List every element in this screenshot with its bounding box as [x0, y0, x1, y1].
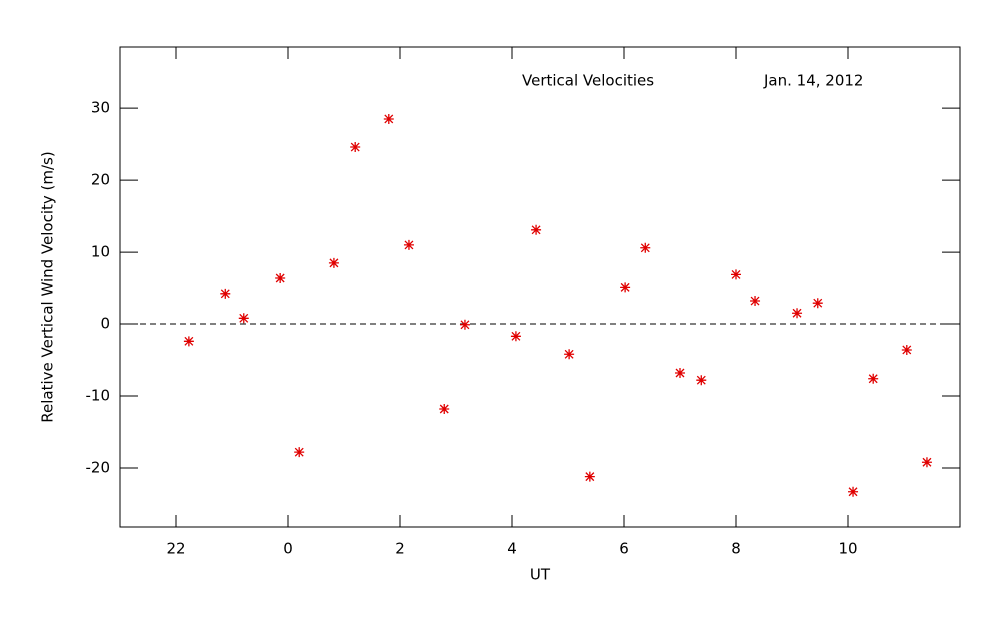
point — [792, 308, 803, 319]
point — [510, 331, 521, 342]
point — [350, 142, 361, 153]
y-tick-label: -20 — [86, 458, 111, 476]
point — [275, 273, 286, 284]
point — [848, 486, 859, 497]
point — [183, 336, 194, 347]
point — [731, 269, 741, 280]
x-tick-label: 10 — [838, 540, 857, 558]
point — [294, 447, 305, 458]
x-tick-label: 4 — [507, 540, 517, 558]
point — [459, 319, 470, 330]
point — [328, 257, 339, 268]
point — [921, 457, 932, 468]
point — [696, 375, 707, 386]
y-tick-label: 30 — [91, 99, 110, 117]
point — [750, 296, 761, 307]
x-tick-label: 22 — [166, 540, 185, 558]
point — [640, 242, 651, 253]
x-tick-label: 0 — [283, 540, 293, 558]
chart-date: Jan. 14, 2012 — [763, 72, 863, 90]
point — [531, 224, 542, 235]
chart-title: Vertical Velocities — [522, 72, 654, 90]
y-tick-label: 0 — [100, 315, 110, 333]
point — [238, 313, 249, 324]
point — [868, 373, 879, 384]
point — [812, 298, 823, 309]
y-tick-label: 10 — [91, 243, 110, 261]
x-tick-label: 8 — [731, 540, 741, 558]
point — [220, 288, 231, 299]
point — [564, 349, 575, 360]
point — [584, 471, 595, 482]
y-axis-label: Relative Vertical Wind Velocity (m/s) — [39, 151, 57, 422]
x-tick-label: 6 — [619, 540, 629, 558]
point — [620, 282, 631, 293]
point — [383, 113, 394, 124]
y-tick-label: -10 — [86, 387, 111, 405]
x-axis-label: UT — [530, 566, 551, 584]
point — [901, 344, 912, 355]
x-tick-label: 2 — [395, 540, 405, 558]
y-tick-label: 20 — [91, 171, 110, 189]
point — [403, 239, 414, 250]
point — [675, 367, 685, 378]
point — [439, 403, 450, 414]
plot-frame — [119, 46, 961, 528]
